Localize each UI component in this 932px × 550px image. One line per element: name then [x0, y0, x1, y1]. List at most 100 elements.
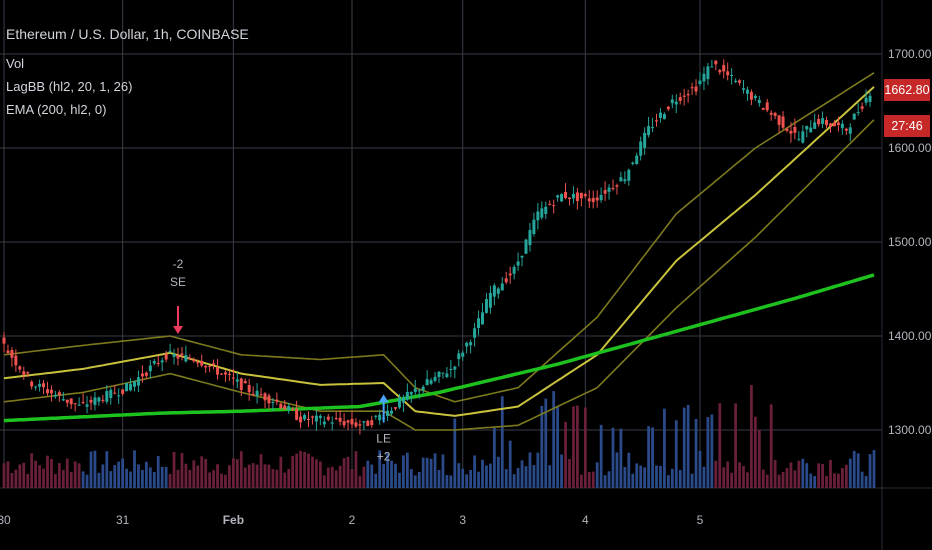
- legend-ema[interactable]: EMA (200, hl2, 0): [6, 102, 107, 117]
- candle-body: [599, 194, 603, 201]
- volume-bar: [220, 473, 223, 488]
- y-tick-label: 1500.00: [888, 235, 932, 249]
- volume-bar: [532, 465, 536, 488]
- candle-body: [579, 192, 583, 199]
- axes: 1300.00 1400.00 1500.00 1600.00 1700.00 30 31 F…: [0, 47, 932, 527]
- candle-body: [595, 197, 599, 201]
- candle-body: [109, 389, 113, 398]
- y-tick-label: 1300.00: [888, 423, 932, 437]
- candle-body: [564, 191, 568, 198]
- candle-body: [255, 390, 259, 396]
- volume-bar: [77, 463, 81, 488]
- volume-bar: [144, 461, 148, 488]
- candle-body: [710, 66, 714, 68]
- candle-body: [164, 353, 168, 360]
- x-tick-label: Feb: [223, 513, 244, 527]
- candle-body: [425, 379, 429, 386]
- candle-body: [188, 358, 192, 360]
- candle-body: [89, 399, 93, 403]
- candle-body: [749, 91, 753, 100]
- volume-bar: [773, 460, 777, 488]
- candle-body: [793, 126, 797, 133]
- volume-bar: [746, 472, 749, 488]
- volume-bar: [666, 475, 670, 488]
- volume-bar: [81, 471, 85, 488]
- volume-bar: [844, 464, 848, 488]
- volume-bar: [560, 454, 563, 488]
- volume-bar: [690, 473, 694, 488]
- volume-bar: [184, 463, 188, 488]
- volume-bar: [133, 450, 136, 488]
- volume-bar: [856, 453, 860, 488]
- volume-bar: [489, 463, 492, 488]
- candle-body: [132, 381, 137, 387]
- volume-bar: [73, 461, 77, 488]
- candle-body: [267, 395, 271, 404]
- candle-body: [144, 372, 148, 376]
- volume-bar: [287, 468, 291, 488]
- legend-volume[interactable]: Vol: [6, 56, 25, 71]
- volume-bar: [18, 464, 22, 488]
- volume-bar: [231, 458, 235, 488]
- volume-bar: [722, 467, 726, 488]
- candle-body: [730, 74, 734, 76]
- volume-bar: [603, 475, 607, 488]
- candle-body: [370, 420, 374, 426]
- candle-body: [465, 342, 469, 347]
- volume-bar: [611, 427, 615, 488]
- volume-bar: [34, 460, 38, 488]
- volume-bar: [686, 404, 690, 488]
- candle-body: [429, 380, 433, 384]
- candle-body: [390, 410, 394, 414]
- volume-bar: [22, 462, 26, 488]
- candle-body: [283, 405, 287, 410]
- candle-body: [433, 376, 437, 381]
- candle-body: [346, 420, 350, 423]
- volume-bar: [627, 452, 631, 488]
- volume-bar: [647, 426, 650, 488]
- volume-bar: [659, 465, 662, 488]
- volume-bar: [595, 462, 599, 488]
- volume-bar: [457, 463, 461, 488]
- volume-bar: [698, 450, 702, 488]
- volume-bar: [548, 465, 552, 488]
- candle-body: [868, 95, 872, 102]
- volume-bar: [670, 468, 674, 488]
- legend-lagbb[interactable]: LagBB (hl2, 20, 1, 26): [6, 79, 133, 94]
- bb-upper-line: [3, 72, 875, 403]
- volume-bar: [556, 406, 560, 488]
- volume-bar: [109, 471, 113, 488]
- volume-bar: [26, 473, 30, 488]
- candle-body: [623, 179, 627, 182]
- candle-body: [540, 208, 544, 218]
- x-tick-label: 2: [349, 513, 356, 527]
- volume-bar: [172, 451, 176, 488]
- volume-bar: [453, 418, 457, 488]
- volume-bar: [224, 474, 227, 488]
- candle-body: [326, 416, 330, 420]
- volume-bar: [635, 463, 639, 488]
- candle-body: [38, 383, 42, 387]
- volume-bar: [390, 460, 393, 488]
- volume-bar: [508, 440, 512, 488]
- candle-body: [674, 101, 678, 105]
- volume-bar: [366, 460, 370, 488]
- candle-body: [152, 360, 156, 364]
- candle-body: [172, 354, 176, 357]
- volume-bar: [192, 460, 196, 488]
- candle-body: [299, 416, 303, 423]
- volume-bar: [208, 472, 212, 488]
- strategy-signals: -2 SE LE +2: [170, 257, 391, 463]
- candle-body: [231, 377, 235, 379]
- candle-body: [374, 415, 378, 417]
- bb-lower-line: [3, 119, 875, 431]
- candle-body: [741, 88, 746, 90]
- x-tick-label: 31: [116, 513, 130, 527]
- volume-bar: [10, 472, 14, 488]
- volume-bar: [465, 474, 469, 488]
- candle-body: [53, 394, 57, 397]
- volume-bar: [805, 463, 809, 488]
- candle-body: [678, 97, 682, 101]
- candle-body: [702, 73, 706, 82]
